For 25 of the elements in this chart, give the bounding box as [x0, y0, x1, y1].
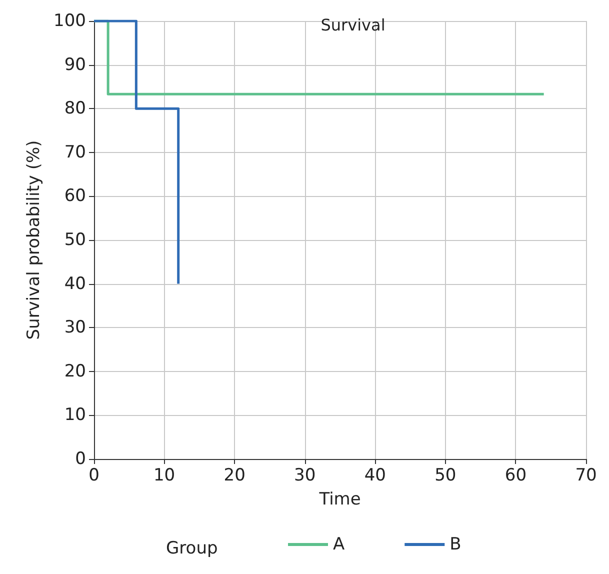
y-tick-label: 40	[64, 274, 86, 294]
y-tick-label: 20	[64, 361, 86, 382]
y-tick-label: 70	[64, 142, 86, 162]
y-tick-label: 100	[54, 11, 86, 31]
y-tick-label: 60	[64, 186, 86, 206]
legend-label: B	[450, 534, 462, 554]
x-axis-title: Time	[318, 490, 361, 510]
legend-label: A	[333, 534, 345, 554]
y-tick-label: 10	[64, 405, 86, 426]
y-tick-label: 50	[64, 230, 86, 250]
y-tick-label: 30	[64, 318, 86, 338]
y-tick-label: 90	[64, 54, 86, 75]
x-tick-label: 60	[504, 466, 527, 486]
x-tick-label: 40	[364, 466, 386, 486]
y-tick-label: 80	[64, 98, 86, 119]
chart-title: Survival	[320, 16, 386, 34]
x-tick-label: 0	[88, 466, 100, 486]
x-tick-label: 50	[434, 466, 456, 486]
x-tick-label: 30	[294, 466, 316, 486]
x-tick-label: 70	[575, 466, 597, 486]
legend-title: Group	[166, 538, 218, 558]
x-tick-label: 10	[153, 466, 176, 486]
y-tick-label: 0	[75, 449, 86, 469]
y-axis-title: Survival probability (%)	[24, 140, 44, 340]
x-tick-label: 20	[224, 466, 246, 486]
